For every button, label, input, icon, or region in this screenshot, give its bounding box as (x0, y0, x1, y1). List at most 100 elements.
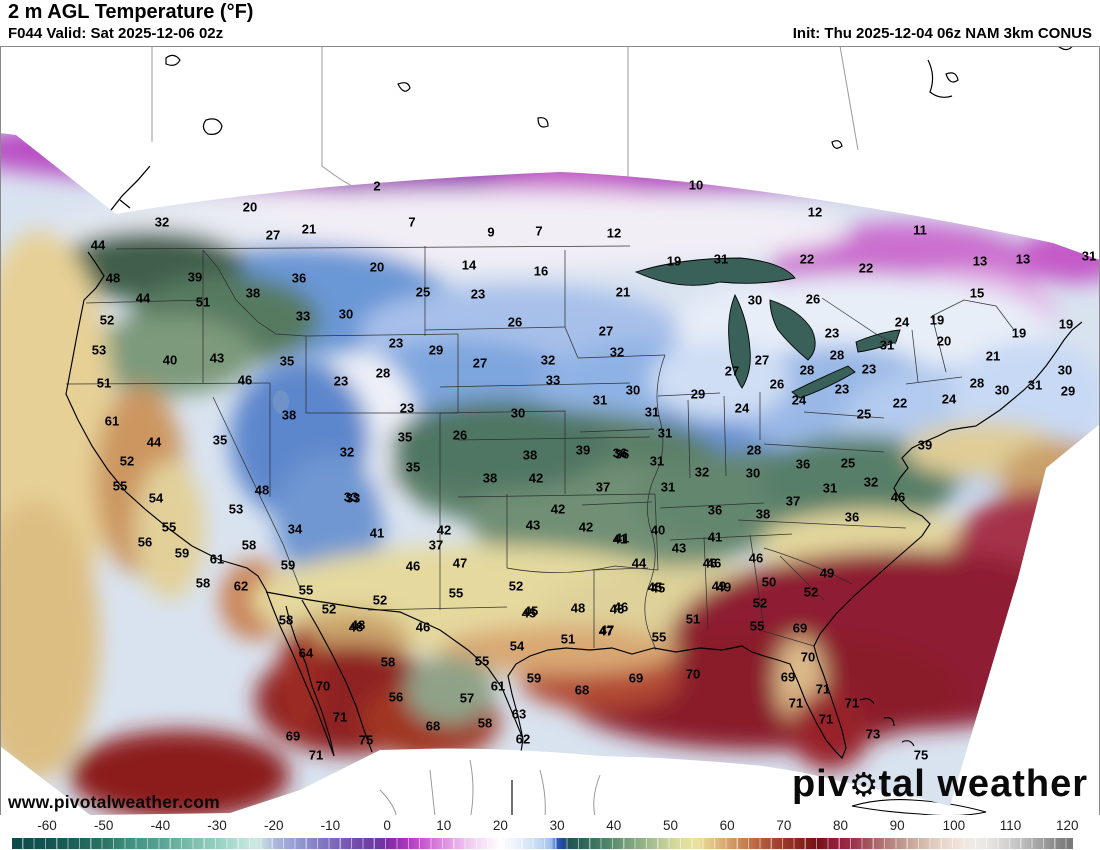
colorbar-tick-label: 80 (833, 818, 849, 833)
temp-label: 63 (512, 707, 526, 722)
temp-label: 33 (296, 309, 310, 324)
temp-label: 71 (309, 748, 323, 763)
temp-label: 19 (1012, 326, 1026, 341)
temp-label: 36 (796, 457, 810, 472)
temp-label: 30 (748, 293, 762, 308)
temp-label: 2 (373, 179, 380, 194)
temp-label: 31 (645, 405, 659, 420)
temp-label: 31 (714, 252, 728, 267)
colorbar-tick-label: -30 (207, 818, 227, 833)
temp-label: 21 (986, 349, 1000, 364)
temp-label: 28 (747, 443, 761, 458)
temp-label: 47 (453, 556, 467, 571)
temp-label: 32 (155, 215, 169, 230)
temp-label: 24 (942, 392, 957, 407)
temp-label: 55 (449, 586, 463, 601)
temp-label: 26 (453, 428, 467, 443)
colorbar-tick-label: -40 (150, 818, 171, 833)
temp-label: 30 (339, 307, 353, 322)
temp-label: 49 (712, 579, 726, 594)
temp-label: 19 (1059, 317, 1073, 332)
temp-label: 53 (229, 502, 243, 517)
temp-label: 24 (792, 393, 807, 408)
temp-label: 40 (651, 523, 665, 538)
temp-label: 10 (689, 178, 703, 193)
header: 2 m AGL Temperature (°F) F044 Valid: Sat… (0, 0, 1100, 46)
temp-label: 22 (859, 261, 873, 276)
colorbar-tick-label: 30 (549, 818, 565, 833)
temp-label: 49 (820, 566, 834, 581)
temp-label: 45 (522, 606, 536, 621)
init-info: Init: Thu 2025-12-04 06z NAM 3km CONUS (792, 25, 1092, 42)
temp-label: 30 (511, 406, 525, 421)
temp-label: 52 (509, 579, 523, 594)
temp-label: 44 (147, 435, 162, 450)
colorbar-tick-label: 100 (942, 818, 966, 833)
coastlines (65, 251, 1083, 799)
temp-label: 31 (661, 480, 675, 495)
temp-label: 31 (650, 454, 664, 469)
temp-label: 31 (823, 481, 837, 496)
temp-label: 35 (213, 433, 227, 448)
temp-label: 55 (652, 630, 666, 645)
temp-label: 30 (626, 383, 640, 398)
temp-label: 52 (120, 454, 134, 469)
temp-label: 22 (800, 252, 814, 267)
temp-label: 12 (607, 226, 621, 241)
temp-label: 58 (196, 576, 210, 591)
temp-label: 23 (835, 382, 849, 397)
colorbar-tick-label: 120 (1055, 818, 1079, 833)
temp-label: 37 (786, 494, 800, 509)
pivotal-weather-logo: piv ⚙ tal weather (792, 763, 1088, 806)
temp-label: 32 (695, 465, 709, 480)
temp-label: 23 (334, 374, 348, 389)
temp-label: 44 (136, 291, 151, 306)
temp-label: 69 (793, 621, 807, 636)
temp-label: 33 (546, 373, 560, 388)
temp-label: 54 (510, 639, 525, 654)
colorbar-tick-label: -50 (93, 818, 114, 833)
temp-label: 55 (475, 654, 489, 669)
temp-label: 25 (841, 456, 855, 471)
temp-label: 47 (599, 624, 613, 639)
temp-label: 42 (529, 471, 543, 486)
great-lakes (634, 257, 901, 399)
temp-label: 26 (770, 377, 784, 392)
temp-label: 13 (1016, 252, 1030, 267)
temp-label: 46 (749, 551, 763, 566)
colorbar-tick-label: -10 (320, 818, 341, 833)
temp-label: 36 (845, 510, 859, 525)
temp-label: 27 (599, 324, 613, 339)
temp-label: 64 (299, 646, 314, 661)
temp-label: 55 (162, 520, 176, 535)
temp-label: 58 (279, 613, 293, 628)
temp-label: 26 (508, 315, 522, 330)
temp-label: 46 (406, 559, 420, 574)
temp-label: 31 (658, 426, 672, 441)
temp-label: 22 (893, 396, 907, 411)
temp-label: 39 (576, 443, 590, 458)
temp-label: 56 (138, 535, 152, 550)
temp-label: 59 (175, 546, 189, 561)
page-title: 2 m AGL Temperature (°F) (8, 1, 254, 23)
watermark-url: www.pivotalweather.com (8, 792, 220, 812)
temp-label: 36 (615, 447, 629, 462)
temp-label: 7 (408, 215, 415, 230)
temp-label: 24 (895, 315, 910, 330)
temp-label: 52 (322, 602, 336, 617)
temp-label: 75 (914, 748, 928, 763)
temp-label: 68 (575, 683, 589, 698)
temp-label: 20 (370, 260, 384, 275)
temp-label: 42 (437, 523, 451, 538)
temp-label: 44 (632, 556, 647, 571)
temp-label: 46 (614, 600, 628, 615)
temp-label: 27 (755, 353, 769, 368)
temp-label: 53 (92, 343, 106, 358)
temp-label: 36 (708, 503, 722, 518)
temp-label: 30 (1058, 363, 1072, 378)
temp-label: 55 (113, 479, 127, 494)
temp-label: 59 (527, 671, 541, 686)
temp-label: 42 (579, 520, 593, 535)
